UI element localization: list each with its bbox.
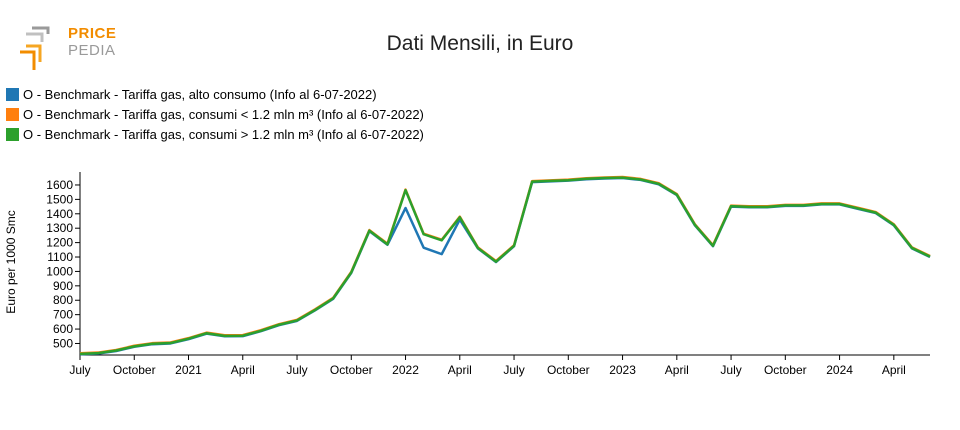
legend-swatch: [6, 127, 19, 141]
x-tick-label: April: [882, 363, 906, 377]
plot-lines: [79, 175, 931, 356]
logo-pedia-text: PEDIA: [68, 42, 116, 59]
pricepedia-logo-mark: [20, 26, 50, 70]
pricepedia-logo: PRICE PEDIA: [18, 24, 128, 74]
legend-swatch: [6, 87, 19, 101]
series-line-2: [79, 176, 931, 356]
y-tick-label: 800: [53, 293, 73, 307]
y-tick-label: 1100: [47, 250, 73, 264]
x-tick-label: April: [665, 363, 689, 377]
x-tick-label: 2022: [392, 363, 419, 377]
x-tick-label: October: [113, 363, 156, 377]
x-tick-label: July: [503, 363, 524, 377]
x-tick-label: April: [231, 363, 255, 377]
y-tick-label: 600: [53, 322, 73, 336]
x-axis: July October 2021 April July October 2022 April…: [69, 354, 930, 377]
x-tick-label: 2021: [175, 363, 202, 377]
y-tick-label: 1400: [46, 207, 73, 221]
legend-item-alto-consumo[interactable]: O - Benchmark - Tariffa gas, alto consum…: [6, 84, 424, 104]
x-tick-label: July: [720, 363, 741, 377]
x-tick-label: July: [69, 363, 90, 377]
legend-item-consumi-minore[interactable]: O - Benchmark - Tariffa gas, consumi < 1…: [6, 104, 424, 124]
y-tick-label: 500: [53, 336, 73, 350]
x-tick-label: October: [330, 363, 373, 377]
y-axis-label: Euro per 1000 Smc: [4, 210, 18, 313]
x-tick-label: July: [286, 363, 307, 377]
x-tick-label: 2023: [609, 363, 636, 377]
legend-label: O - Benchmark - Tariffa gas, consumi > 1…: [23, 126, 424, 142]
legend-label: O - Benchmark - Tariffa gas, consumi < 1…: [23, 106, 424, 122]
x-tick-label: October: [547, 363, 590, 377]
legend-item-consumi-maggiore[interactable]: O - Benchmark - Tariffa gas, consumi > 1…: [6, 124, 424, 144]
x-tick-label: October: [764, 363, 807, 377]
y-axis: 5006007008009001000110012001300140015001…: [46, 172, 81, 355]
chart-title: Dati Mensili, in Euro: [386, 32, 574, 55]
legend-label: O - Benchmark - Tariffa gas, alto consum…: [23, 86, 377, 102]
chart-legend: O - Benchmark - Tariffa gas, alto consum…: [6, 84, 424, 144]
y-tick-label: 1000: [46, 264, 73, 278]
y-tick-label: 1200: [46, 236, 73, 250]
series-line-1: [79, 175, 931, 355]
legend-swatch: [6, 107, 19, 121]
y-tick-label: 1500: [46, 192, 73, 206]
x-tick-label: 2024: [826, 363, 853, 377]
logo-price-text: PRICE: [68, 25, 117, 42]
y-tick-label: 700: [53, 308, 73, 322]
y-tick-label: 900: [53, 279, 73, 293]
x-tick-label: April: [448, 363, 472, 377]
y-tick-label: 1300: [46, 221, 73, 235]
y-tick-label: 1600: [46, 178, 73, 192]
